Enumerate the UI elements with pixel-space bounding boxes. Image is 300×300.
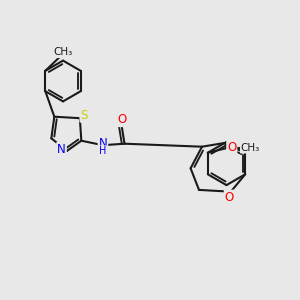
Text: O: O [227,141,236,154]
Text: N: N [99,137,107,150]
Text: S: S [80,109,88,122]
Text: N: N [57,143,66,156]
Text: H: H [99,146,106,156]
Text: CH₃: CH₃ [241,142,260,153]
Text: O: O [117,113,126,126]
Text: CH₃: CH₃ [54,47,73,57]
Text: O: O [225,190,234,204]
